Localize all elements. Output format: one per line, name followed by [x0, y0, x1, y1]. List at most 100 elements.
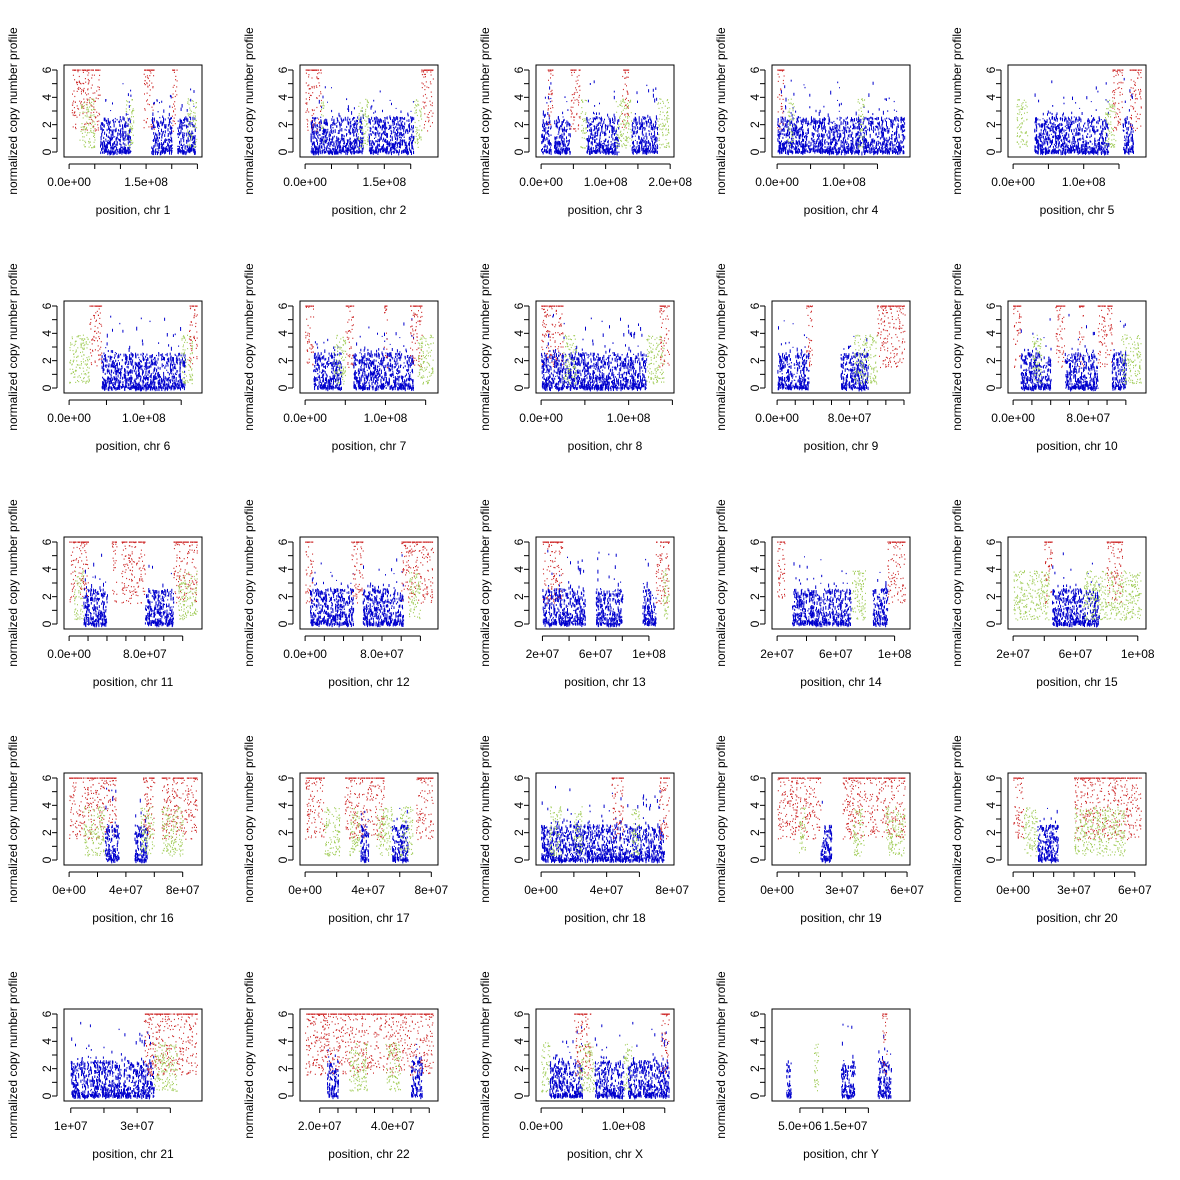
point-loss	[634, 135, 636, 137]
point-loss	[856, 132, 858, 136]
point-loss	[165, 146, 167, 148]
point-loss	[189, 133, 191, 136]
point-gain	[627, 107, 629, 109]
point-loss	[391, 151, 392, 156]
point-loss	[844, 147, 845, 152]
point-loss	[103, 129, 105, 131]
point-loss	[405, 129, 407, 131]
point-gain	[320, 105, 321, 107]
point-neutral	[194, 142, 196, 144]
point-gain	[627, 76, 629, 78]
point-loss	[843, 150, 845, 153]
point-loss	[401, 133, 403, 137]
point-gain	[782, 82, 784, 85]
point-loss	[828, 145, 830, 148]
point-loss	[343, 135, 345, 138]
point-neutral	[627, 117, 629, 119]
point-loss	[375, 126, 377, 129]
point-loss	[544, 145, 546, 147]
point-loss	[189, 146, 191, 148]
point-loss	[554, 151, 556, 155]
point-loss	[344, 128, 346, 131]
point-loss	[558, 149, 560, 153]
point-gain	[149, 70, 151, 72]
point-gain	[625, 69, 627, 71]
point-loss	[811, 132, 813, 136]
point-loss	[388, 145, 390, 147]
point-loss	[544, 149, 546, 153]
point-loss	[355, 151, 357, 154]
point-loss	[568, 141, 570, 145]
point-loss	[191, 130, 193, 134]
point-loss	[817, 128, 819, 130]
point-loss	[323, 129, 325, 134]
point-gain	[173, 111, 175, 113]
point-loss	[601, 118, 603, 121]
point-loss	[798, 149, 800, 151]
point-loss	[893, 100, 895, 103]
point-neutral	[88, 118, 90, 120]
point-loss	[403, 126, 405, 129]
point-loss	[334, 147, 336, 151]
point-gain	[93, 101, 95, 103]
point-loss	[402, 139, 404, 142]
point-loss	[388, 142, 390, 147]
point-neutral	[666, 99, 668, 102]
point-loss	[820, 145, 822, 149]
point-loss	[379, 138, 380, 143]
point-gain	[75, 123, 77, 125]
point-loss	[602, 123, 604, 125]
point-loss	[589, 151, 591, 154]
point-loss	[642, 128, 644, 131]
point-neutral	[84, 146, 86, 148]
point-loss	[119, 116, 121, 118]
point-loss	[327, 130, 329, 134]
point-loss	[402, 149, 404, 154]
point-loss	[805, 148, 807, 153]
point-gain	[627, 114, 629, 116]
point-loss	[313, 148, 315, 150]
point-loss	[120, 145, 122, 149]
point-loss	[568, 122, 570, 127]
point-gain	[71, 112, 73, 114]
point-gain	[424, 93, 426, 96]
point-neutral	[92, 126, 94, 128]
point-loss	[827, 113, 829, 117]
point-gain	[172, 124, 174, 127]
point-loss	[794, 129, 796, 133]
point-loss	[165, 147, 167, 152]
point-loss	[832, 133, 834, 136]
x-tick-label: 1.5e+08	[362, 175, 406, 189]
point-neutral	[658, 102, 659, 104]
point-neutral	[417, 132, 418, 134]
point-loss	[400, 142, 402, 146]
y-tick-label: 6	[512, 66, 526, 73]
point-loss	[393, 150, 395, 154]
point-loss	[878, 131, 880, 135]
point-loss	[814, 143, 816, 147]
point-loss	[554, 136, 556, 140]
point-gain	[551, 93, 552, 95]
point-loss	[401, 137, 402, 139]
point-loss	[557, 133, 559, 135]
point-neutral	[627, 131, 628, 134]
point-neutral	[585, 128, 587, 130]
point-loss	[327, 141, 329, 146]
point-neutral	[84, 125, 86, 127]
point-loss	[114, 146, 116, 148]
point-loss	[388, 124, 390, 127]
point-gain	[318, 78, 320, 80]
point-loss	[639, 123, 641, 125]
point-gain	[579, 89, 581, 91]
point-neutral	[629, 138, 631, 140]
point-loss	[341, 149, 343, 153]
point-loss	[125, 150, 127, 154]
point-gain	[779, 123, 781, 125]
point-loss	[403, 136, 405, 138]
point-loss	[116, 138, 118, 140]
point-loss	[824, 146, 826, 148]
point-loss	[130, 89, 132, 92]
point-loss	[183, 151, 184, 155]
point-loss	[864, 127, 866, 130]
